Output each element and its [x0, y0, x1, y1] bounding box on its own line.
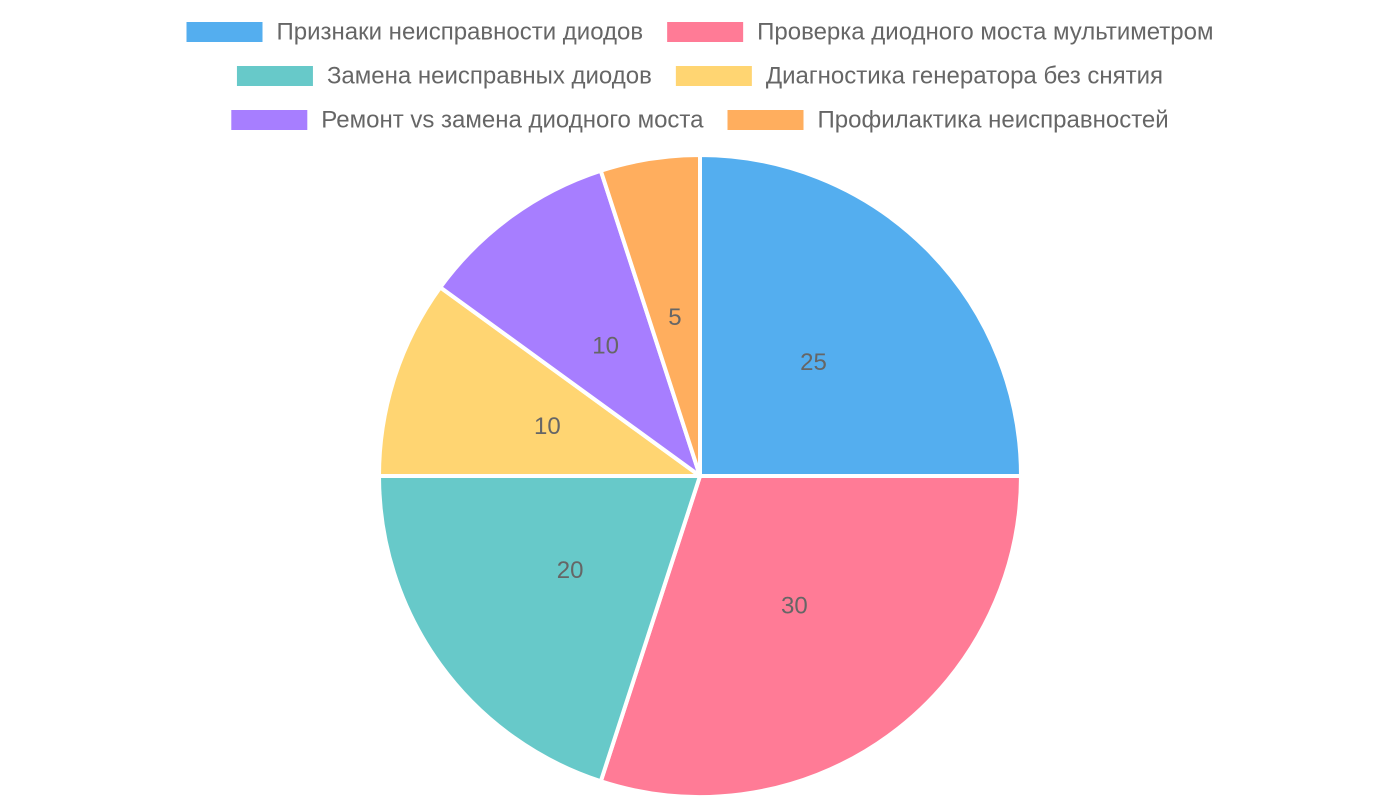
legend-item[interactable]: Диагностика генератора без снятия: [675, 63, 1163, 90]
pie-slices: [377, 153, 1023, 799]
legend-swatch: [675, 66, 752, 86]
chart-legend: Признаки неисправности диодов Проверка ди…: [186, 19, 1213, 134]
pie-slice[interactable]: [377, 474, 702, 784]
slice-value-label: 25: [800, 349, 827, 376]
slice-value-label: 20: [557, 557, 584, 584]
slice-value-label: 10: [592, 333, 619, 360]
pie-slice[interactable]: [698, 153, 1023, 478]
slice-value-label: 10: [534, 413, 561, 440]
legend-label: Признаки неисправности диодов: [277, 19, 644, 46]
slice-value-label: 30: [781, 592, 808, 619]
legend-swatch: [231, 110, 308, 130]
legend-item[interactable]: Ремонт vs замена диодного моста: [231, 107, 704, 134]
legend-label: Проверка диодного моста мультиметром: [757, 19, 1213, 46]
legend-item[interactable]: Замена неисправных диодов: [236, 63, 652, 90]
pie-slice[interactable]: [377, 285, 702, 478]
slice-labels: 25 30 20 10 10 5: [534, 304, 827, 619]
legend-item[interactable]: Признаки неисправности диодов: [186, 19, 644, 46]
legend-swatch: [727, 110, 804, 130]
legend-label: Ремонт vs замена диодного моста: [321, 107, 704, 134]
legend-swatch: [667, 22, 744, 42]
legend-item[interactable]: Проверка диодного моста мультиметром: [667, 19, 1213, 46]
pie-slice[interactable]: [438, 168, 702, 478]
legend-swatch: [186, 22, 263, 42]
pie-slice[interactable]: [598, 474, 1023, 799]
pie-slice[interactable]: [598, 153, 702, 478]
legend-item[interactable]: Профилактика неисправностей: [727, 107, 1169, 134]
legend-label: Профилактика неисправностей: [818, 107, 1169, 134]
slice-value-label: 5: [668, 304, 681, 331]
legend-label: Диагностика генератора без снятия: [766, 63, 1163, 90]
legend-swatch: [236, 66, 313, 86]
legend-label: Замена неисправных диодов: [327, 63, 652, 90]
